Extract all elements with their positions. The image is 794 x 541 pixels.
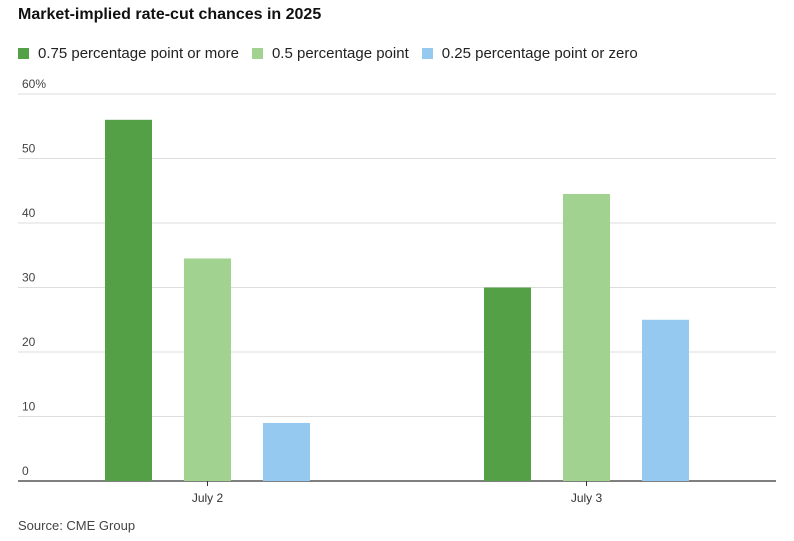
legend-item-05: 0.5 percentage point (251, 44, 409, 62)
legend-label-05: 0.5 percentage point (271, 44, 409, 62)
y-tick-label: 10 (22, 400, 36, 414)
legend-item-025: 0.25 percentage point or zero (421, 44, 638, 62)
y-tick-label: 0 (22, 464, 29, 478)
legend-swatch-025 (421, 47, 433, 59)
x-tick-label: July 2 (192, 491, 224, 505)
y-tick-label: 50 (22, 142, 36, 156)
bar (484, 287, 531, 481)
source-note: Source: CME Group (18, 518, 136, 533)
y-tick-label: 40 (22, 206, 36, 220)
bar (263, 422, 310, 481)
bar (105, 119, 152, 482)
legend-swatch-05 (251, 47, 263, 59)
bar (642, 319, 689, 481)
x-tick-label: July 3 (571, 491, 603, 505)
y-tick-label: 20 (22, 335, 36, 349)
legend-label-025: 0.25 percentage point or zero (441, 44, 638, 62)
bar (184, 258, 231, 481)
legend-label-075: 0.75 percentage point or more (38, 44, 239, 62)
chart-legend: 0.75 percentage point or more 0.5 percen… (18, 43, 651, 63)
y-tick-label: 30 (22, 271, 36, 285)
legend-swatch-075 (18, 47, 29, 59)
chart-title: Market-implied rate-cut chances in 2025 (18, 6, 322, 23)
y-tick-label: 60% (22, 77, 46, 91)
legend-item-075: 0.75 percentage point or more (18, 45, 239, 62)
bar (563, 193, 610, 481)
